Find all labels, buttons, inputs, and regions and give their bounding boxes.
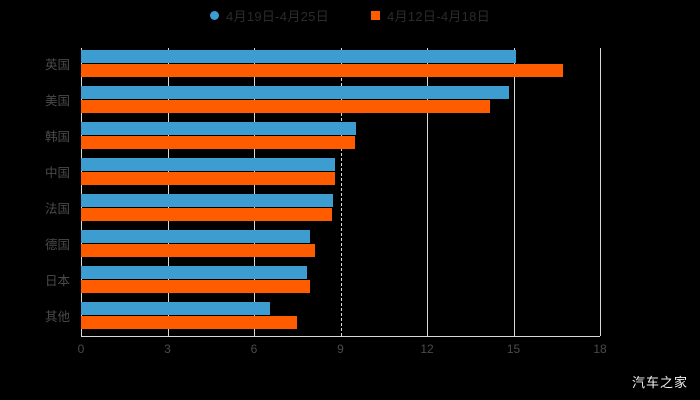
category-label-中国: 中国 [44,166,70,180]
gridline-3 [167,48,169,336]
category-label-韩国: 韩国 [44,130,70,144]
x-axis-line [81,336,600,337]
category-label-英国: 英国 [44,58,70,72]
bar-row: 美国 [45,84,600,120]
bar-中国-series-1[interactable] [81,158,335,171]
bar-德国-series-1[interactable] [81,230,311,243]
x-tick-label-18: 18 [593,342,607,356]
category-label-美国: 美国 [44,94,70,108]
category-label-法国: 法国 [44,202,70,216]
bar-美国-series-1[interactable] [81,86,510,99]
chart-legend: 4月19日-4月25日 4月12日-4月18日 [0,6,700,25]
bar-其他-series-1[interactable] [81,302,270,315]
bar-日本-series-2[interactable] [81,280,311,293]
bar-row: 中国 [45,156,600,192]
x-tick-label-12: 12 [420,342,434,356]
gridline-18 [600,48,601,336]
bar-row: 法国 [45,192,600,228]
watermark: 汽车之家 [631,375,688,390]
bar-row: 德国 [45,228,600,264]
gridline-12 [427,48,428,336]
bar-法国-series-1[interactable] [81,194,334,207]
bar-row: 日本 [45,264,600,300]
category-label-日本: 日本 [44,274,70,288]
x-tick-label-15: 15 [506,342,521,356]
legend-label-series-2: 4月12日-4月18日 [387,9,491,24]
bar-法国-series-2[interactable] [81,208,332,221]
bar-德国-series-2[interactable] [81,244,315,257]
gridline-9 [340,48,343,336]
circle-marker-icon [209,11,219,20]
bar-row: 英国 [45,48,600,84]
bar-中国-series-2[interactable] [81,172,335,185]
bar-美国-series-2[interactable] [81,100,491,113]
legend-item-series-2[interactable]: 4月12日-4月18日 [371,6,490,25]
x-tick-label-3: 3 [164,342,171,356]
gridline-15 [513,48,515,336]
y-axis-line [81,48,82,336]
bar-chart-plot-area: 英国美国韩国中国法国德国日本其他 0 3 6 9 12 15 18 [45,48,607,356]
bar-韩国-series-2[interactable] [81,136,355,149]
bar-日本-series-1[interactable] [81,266,308,279]
bar-row: 韩国 [45,120,600,156]
category-label-德国: 德国 [44,238,70,252]
x-tick-label-9: 9 [337,342,344,356]
square-marker-icon [371,11,380,20]
x-tick-label-6: 6 [250,342,258,356]
legend-label-series-1: 4月19日-4月25日 [225,9,329,24]
x-tick-label-0: 0 [77,342,85,356]
bar-英国-series-1[interactable] [81,50,517,63]
legend-item-series-1[interactable]: 4月19日-4月25日 [209,6,329,25]
gridline-6 [254,48,255,336]
bar-韩国-series-1[interactable] [81,122,357,135]
bar-其他-series-2[interactable] [81,316,298,329]
category-label-其他: 其他 [44,310,70,324]
bar-row: 其他 [45,300,600,336]
bar-英国-series-2[interactable] [81,64,563,77]
